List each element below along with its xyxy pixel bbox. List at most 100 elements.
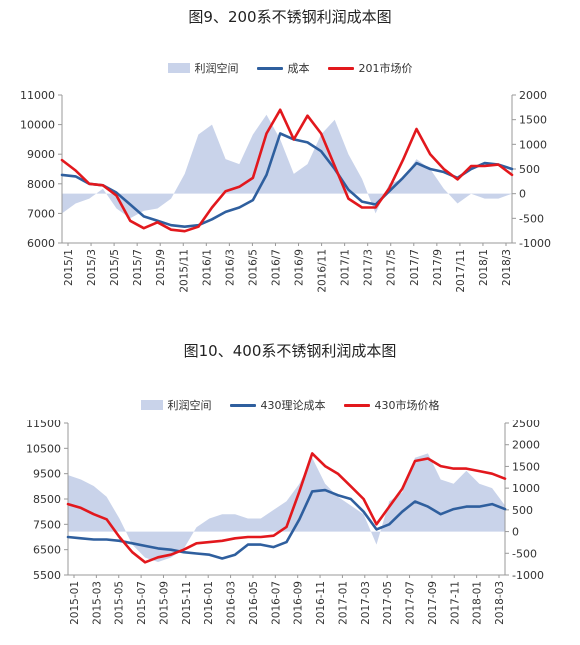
x-tick-label: 2018-03 [494,581,506,625]
legend-label: 利润空间 [194,62,239,75]
legend-label: 201市场价 [358,62,413,75]
x-tick-label: 2017-03 [360,581,372,625]
x-tick-label: 2015/5 [109,249,121,286]
y-left-tick-label: 6500 [33,544,61,557]
x-tick-label: 2017/7 [409,249,421,286]
x-tick-label: 2016/9 [294,249,306,286]
y-left-tick-label: 7500 [33,518,61,531]
y-left-tick-label: 7000 [27,207,55,220]
x-tick-label: 2017/3 [363,249,375,286]
legend-item-cost: 成本 [256,60,310,76]
x-tick-label: 2018/1 [478,249,490,286]
x-tick-label: 2017-05 [382,581,394,625]
y-left-tick-label: 8000 [27,178,55,191]
chart-400-series: 图10、400系不锈钢利润成本图 利润空间 430理论成本 430市场价格 11… [0,330,580,645]
y-right-tick-label: -500 [519,212,544,225]
profit-area-series [62,114,512,219]
x-tick-label: 2017/5 [386,249,398,286]
chart-legend: 利润空间 430理论成本 430市场价格 [0,397,580,413]
x-tick-label: 2016-01 [203,581,215,625]
x-tick-label: 2015-03 [91,581,103,625]
x-tick-label: 2015/9 [155,249,167,286]
x-tick-label: 2015-01 [69,581,81,625]
y-right-tick-label: -500 [512,547,537,560]
x-tick-label: 2018/3 [501,249,513,286]
x-tick-label: 2016/11 [317,249,329,293]
x-tick-label: 2016-03 [226,581,238,625]
x-tick-label: 2017/1 [340,249,352,286]
legend-swatch-area [140,400,163,410]
x-tick-label: 2016-05 [248,581,260,625]
market-price-line-series [66,452,507,564]
x-tick-label: 2016-11 [315,581,327,625]
cost-line-series [66,488,507,560]
y-right-tick-label: 1000 [512,482,540,495]
x-tick-label: 2015/3 [86,249,98,286]
chart-legend: 利润空间 成本 201市场价 [0,60,580,76]
x-tick-label: 2015-11 [181,581,193,625]
y-right-tick-label: 1500 [519,114,547,127]
y-left-tick-label: 5500 [33,569,61,582]
profit-area-series [68,453,505,562]
chart-title: 图9、200系不锈钢利润成本图 [188,8,392,26]
x-tick-label: 2015-09 [158,581,170,625]
x-tick-label: 2016-09 [293,581,305,625]
y-left-tick-label: 11000 [20,89,55,102]
y-left-tick-label: 9000 [27,148,55,161]
legend-label: 利润空间 [167,399,212,412]
x-tick-label: 2017-01 [337,581,349,625]
y-right-tick-label: 500 [519,163,540,176]
legend-swatch-line [343,403,370,407]
x-tick-label: 2016/1 [201,249,213,286]
y-right-tick-label: 2000 [512,439,540,452]
legend-item-profit: 利润空间 [140,397,212,413]
y-left-tick-label: 9500 [33,468,61,481]
chart-200-series: 图9、200系不锈钢利润成本图 利润空间 成本 201市场价 11000 1000… [0,0,580,320]
y-left-tick-label: 10000 [20,119,55,132]
x-tick-label: 2016/7 [270,249,282,286]
x-tick-label: 2015-05 [114,581,126,625]
y-right-tick-label: 2000 [519,89,547,102]
y-right-tick-label: 500 [512,504,533,517]
y-left-tick-label: 8500 [33,493,61,506]
x-tick-label: 2017/11 [455,249,467,293]
market-price-line-series [60,108,514,233]
y-right-tick-label: 1000 [519,138,547,151]
y-right-tick-label: 0 [512,526,519,539]
x-tick-label: 2017-07 [405,581,417,625]
legend-item-price: 201市场价 [327,60,413,76]
x-tick-label: 2016/3 [224,249,236,286]
legend-label: 430理论成本 [260,399,326,412]
y-right-tick-label: 1500 [512,460,540,473]
chart-plot: 11500 10500 9500 8500 7500 6500 5500 2500 2000 15… [26,420,544,625]
y-left-tick-label: 11500 [26,420,61,430]
x-tick-label: 2016-07 [270,581,282,625]
y-left-tick-label: 6000 [27,237,55,250]
x-tick-label: 2017/9 [432,249,444,286]
x-tick-label: 2015-07 [136,581,148,625]
y-left-tick-label: 10500 [26,442,61,455]
x-tick-label: 2015/1 [63,249,75,286]
y-right-tick-label: -1000 [519,237,551,250]
legend-swatch-line [256,66,283,70]
legend-swatch-line [229,403,256,407]
y-right-tick-label: 0 [519,188,526,201]
legend-label: 成本 [287,62,310,75]
chart-title: 图10、400系不锈钢利润成本图 [183,342,397,360]
legend-item-price: 430市场价格 [343,397,440,413]
x-tick-label: 2017-11 [449,581,461,625]
chart-plot: 11000 10000 9000 8000 7000 6000 2000 1500 1000 50… [20,89,551,293]
legend-item-cost: 430理论成本 [229,397,326,413]
cost-line-series [60,132,514,228]
x-tick-label: 2015/7 [132,249,144,286]
legend-swatch-area [167,63,190,73]
x-tick-label: 2015/11 [178,249,190,293]
y-right-tick-label: -1000 [512,569,544,582]
legend-swatch-line [327,66,354,70]
legend-item-profit: 利润空间 [167,60,239,76]
y-right-tick-label: 2500 [512,420,540,430]
legend-label: 430市场价格 [374,399,440,412]
x-tick-label: 2017-09 [427,581,439,625]
x-tick-label: 2018-01 [472,581,484,625]
x-tick-label: 2016/5 [247,249,259,286]
